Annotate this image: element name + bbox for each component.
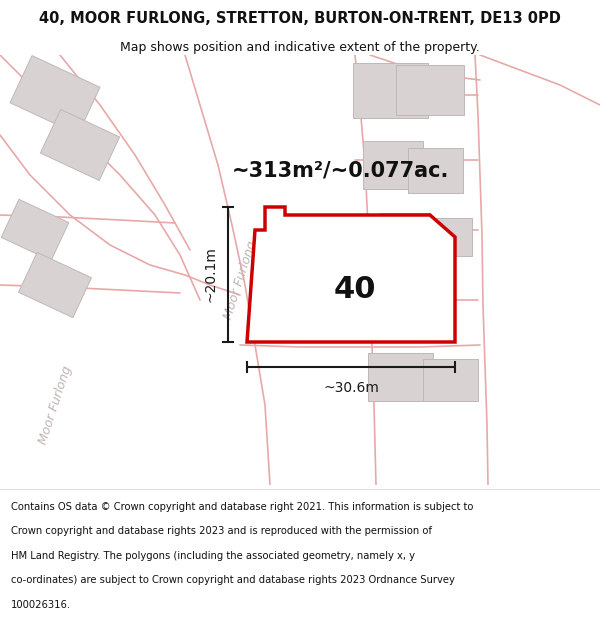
Polygon shape	[424, 218, 472, 256]
Text: Crown copyright and database rights 2023 and is reproduced with the permission o: Crown copyright and database rights 2023…	[11, 526, 432, 536]
Text: co-ordinates) are subject to Crown copyright and database rights 2023 Ordnance S: co-ordinates) are subject to Crown copyr…	[11, 575, 455, 585]
Polygon shape	[19, 253, 91, 318]
Text: Map shows position and indicative extent of the property.: Map shows position and indicative extent…	[120, 41, 480, 54]
Text: ~20.1m: ~20.1m	[204, 246, 218, 302]
Text: Contains OS data © Crown copyright and database right 2021. This information is : Contains OS data © Crown copyright and d…	[11, 502, 473, 512]
Polygon shape	[40, 109, 119, 181]
Text: 40: 40	[334, 276, 376, 304]
Polygon shape	[422, 359, 478, 401]
Polygon shape	[396, 65, 464, 115]
Text: 100026316.: 100026316.	[11, 600, 71, 610]
Text: ~313m²/~0.077ac.: ~313m²/~0.077ac.	[232, 160, 449, 180]
Text: 40, MOOR FURLONG, STRETTON, BURTON-ON-TRENT, DE13 0PD: 40, MOOR FURLONG, STRETTON, BURTON-ON-TR…	[39, 11, 561, 26]
Polygon shape	[407, 148, 463, 192]
Polygon shape	[363, 141, 423, 189]
Polygon shape	[353, 62, 427, 118]
Text: Moor Furlong: Moor Furlong	[36, 364, 74, 446]
Text: ~30.6m: ~30.6m	[323, 381, 379, 395]
Polygon shape	[1, 199, 69, 261]
Text: Moor Furlong: Moor Furlong	[221, 239, 259, 321]
Polygon shape	[380, 213, 430, 253]
Polygon shape	[367, 353, 433, 401]
Polygon shape	[247, 207, 455, 342]
Text: HM Land Registry. The polygons (including the associated geometry, namely x, y: HM Land Registry. The polygons (includin…	[11, 551, 415, 561]
Polygon shape	[10, 56, 100, 134]
